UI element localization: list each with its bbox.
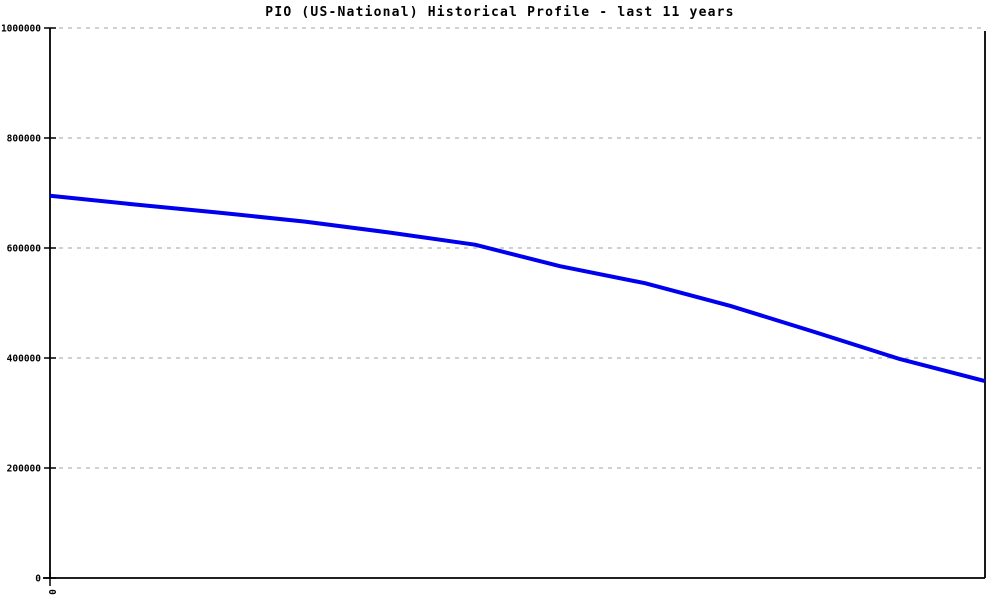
x-tick-label: 0 xyxy=(46,589,57,595)
profile-line xyxy=(49,193,986,384)
chart-title: PIO (US-National) Historical Profile - l… xyxy=(265,5,735,20)
y-tick-label: 400000 xyxy=(7,354,42,365)
y-tick-label: 600000 xyxy=(7,244,42,255)
y-tick-label: 1000000 xyxy=(1,24,41,35)
y-tick-label: 800000 xyxy=(7,134,42,145)
y-tick-label: 0 xyxy=(35,574,41,585)
y-tick-label: 200000 xyxy=(7,464,42,475)
